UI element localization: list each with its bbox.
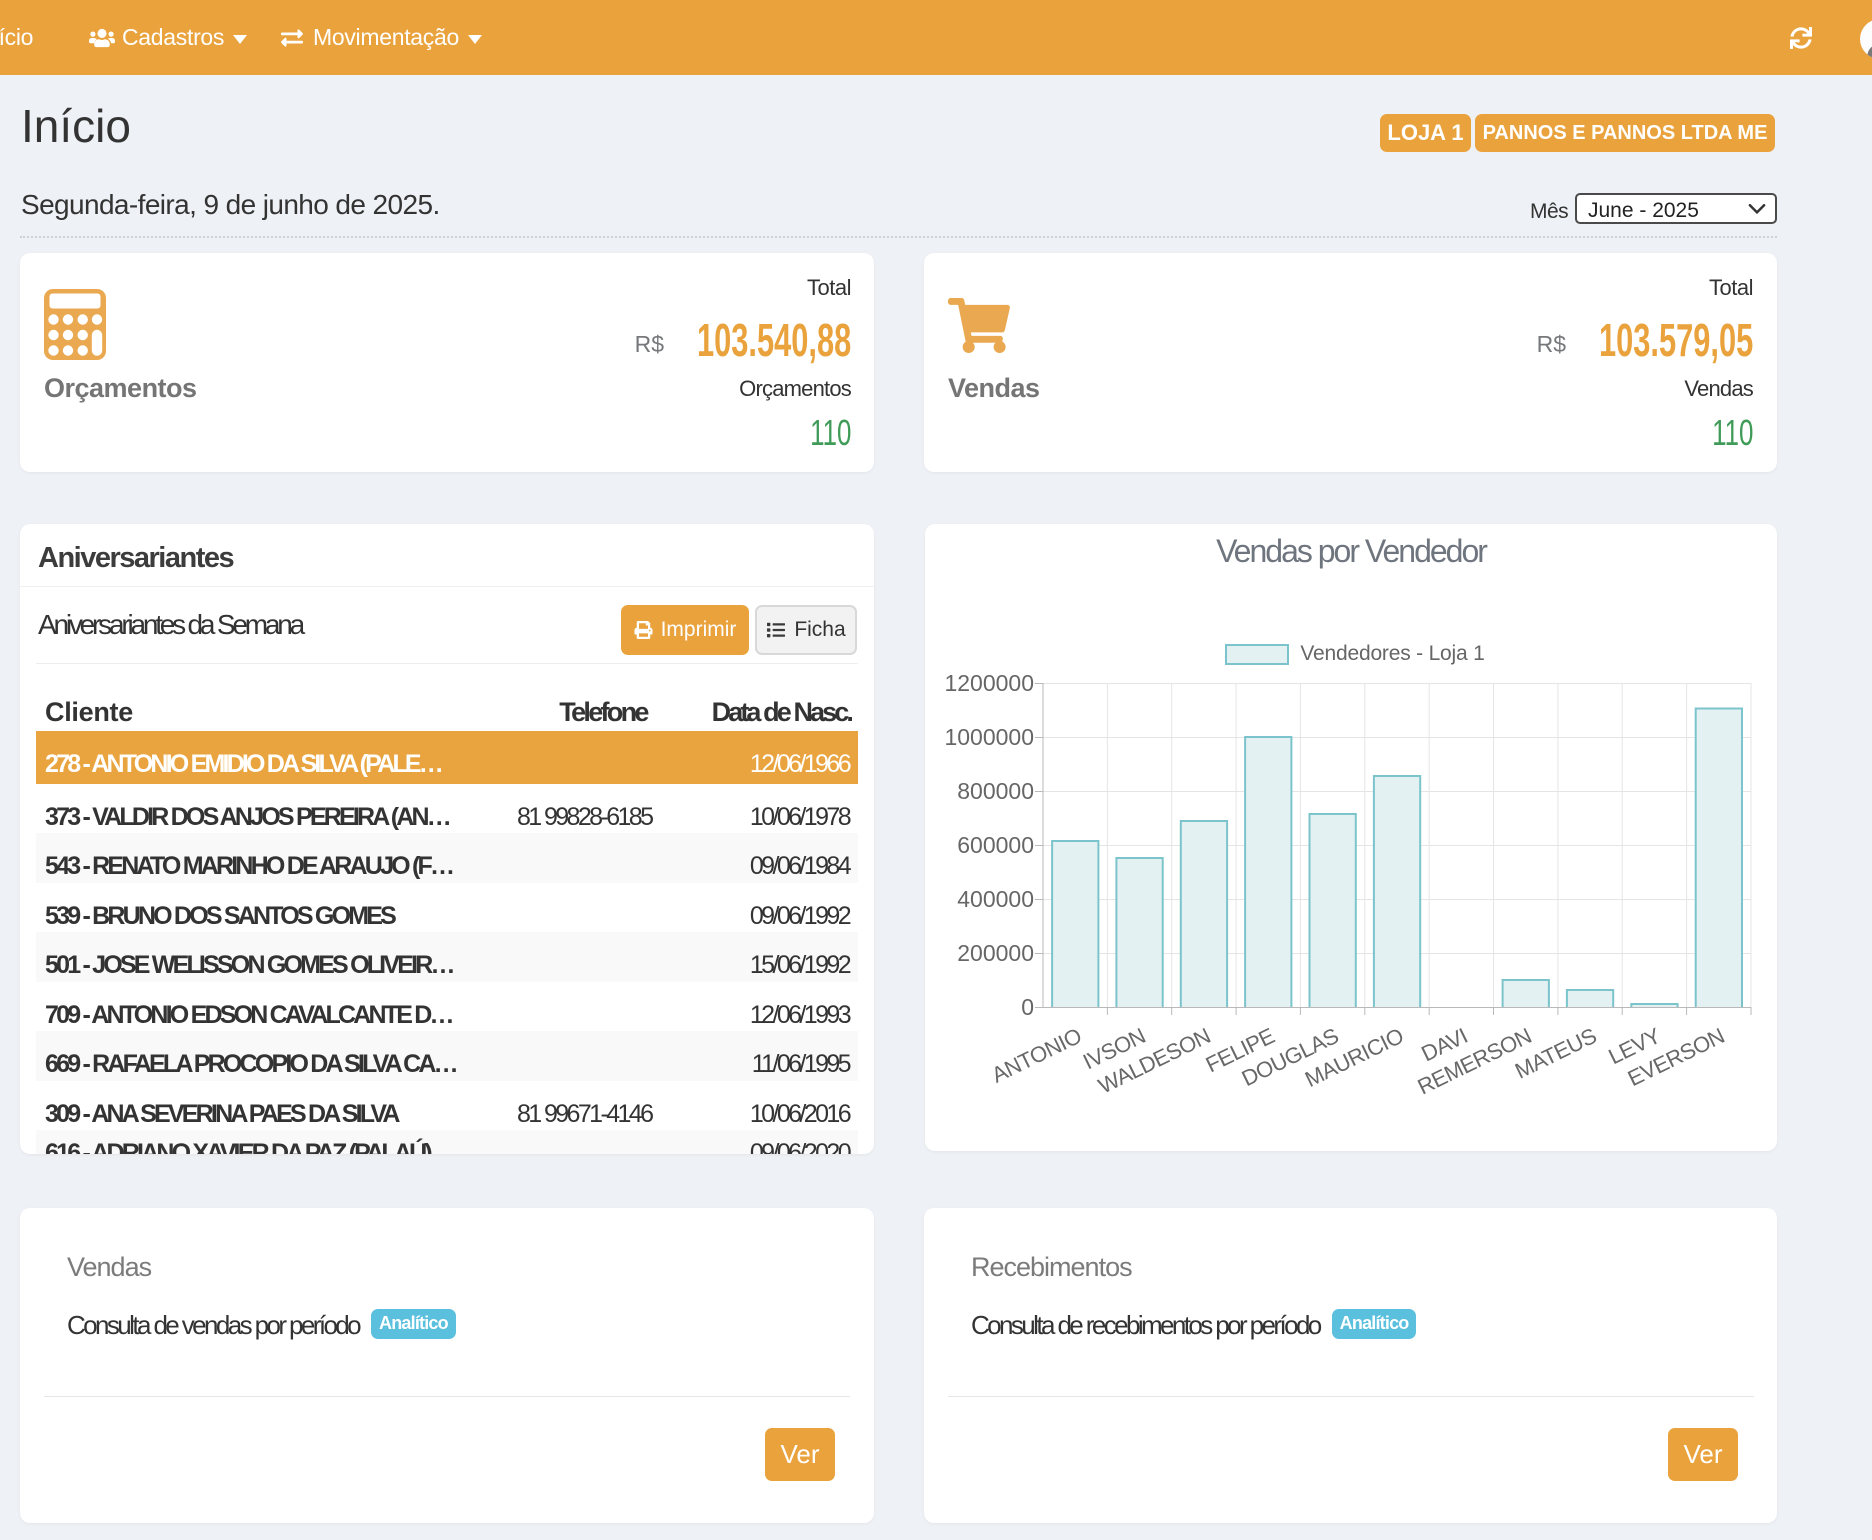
svg-text:800000: 800000: [957, 778, 1034, 804]
svg-text:200000: 200000: [957, 940, 1034, 966]
svg-text:ANTONIO: ANTONIO: [988, 1023, 1086, 1088]
svg-text:1200000: 1200000: [944, 670, 1034, 696]
svg-text:0: 0: [1021, 994, 1034, 1020]
svg-text:600000: 600000: [957, 832, 1034, 858]
svg-text:400000: 400000: [957, 886, 1034, 912]
svg-text:1000000: 1000000: [944, 724, 1034, 750]
